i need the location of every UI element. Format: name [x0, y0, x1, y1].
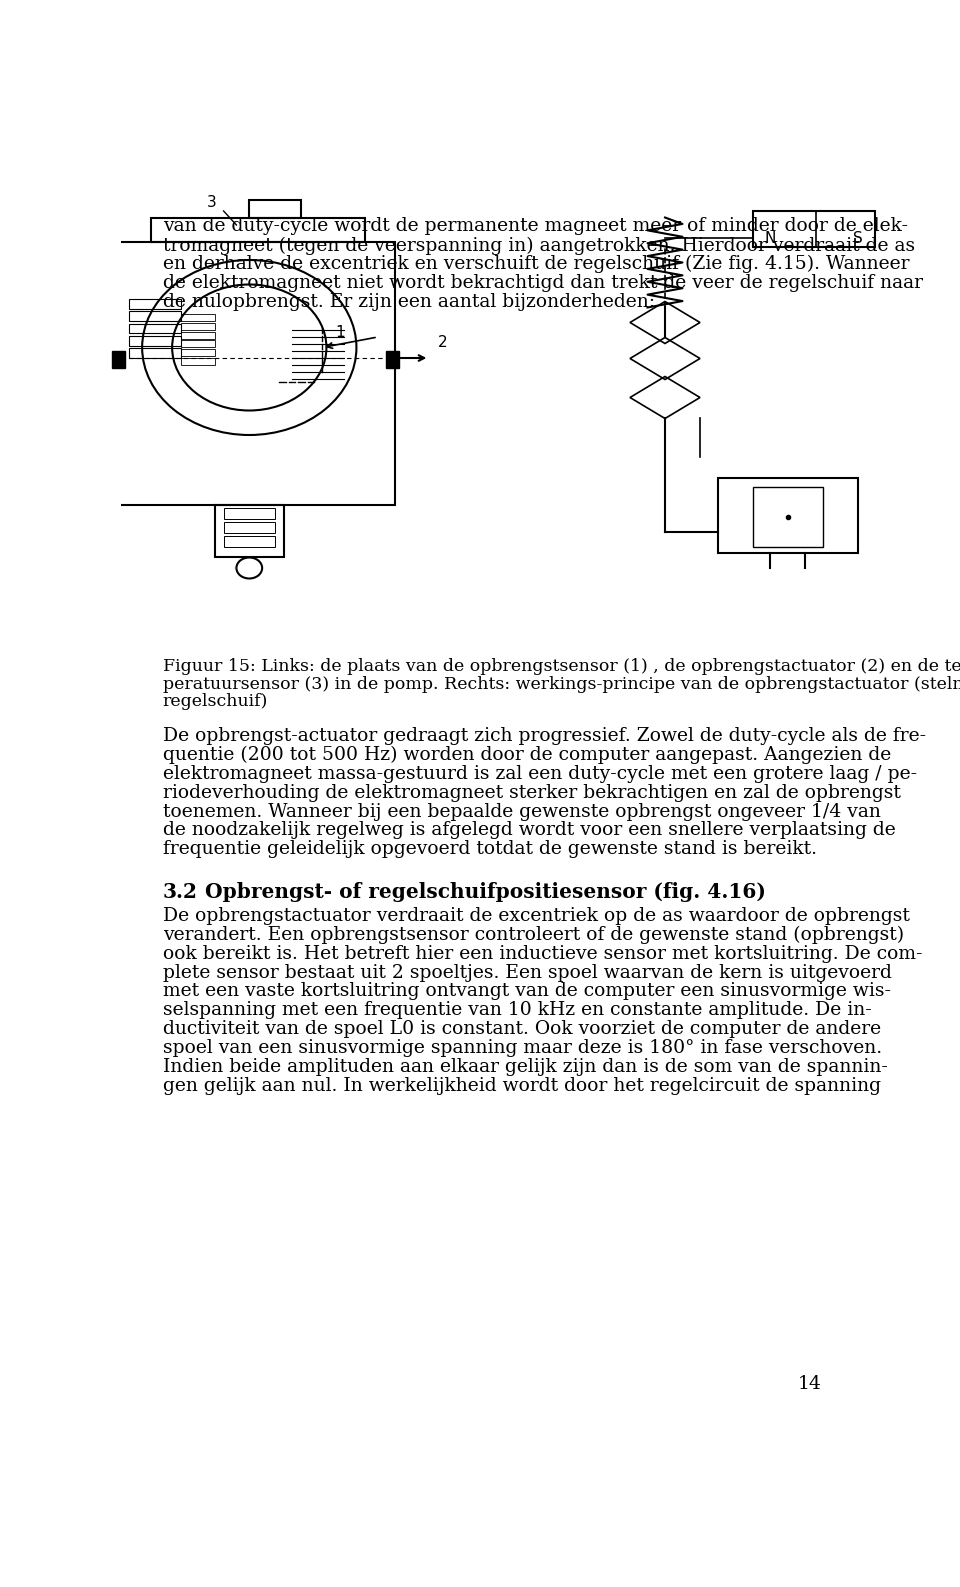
- Text: met een vaste kortsluitring ontvangt van de computer een sinusvormige wis-: met een vaste kortsluitring ontvangt van…: [162, 982, 891, 1000]
- Text: Opbrengst- of regelschuifpositiesensor (fig. 4.16): Opbrengst- of regelschuifpositiesensor (…: [205, 882, 766, 903]
- Text: Figuur 15: Links: de plaats van de opbrengstsensor (1) , de opbrengstactuator (2: Figuur 15: Links: de plaats van de opbre…: [162, 659, 960, 674]
- Text: De opbrengstactuator verdraait de excentriek op de as waardoor de opbrengst: De opbrengstactuator verdraait de excent…: [162, 906, 909, 925]
- Bar: [130, 336, 180, 346]
- Text: 1: 1: [335, 325, 345, 340]
- Bar: [112, 351, 125, 368]
- Text: riodeverhouding de elektromagneet sterker bekrachtigen en zal de opbrengst: riodeverhouding de elektromagneet sterke…: [162, 784, 900, 801]
- Text: ductiviteit van de spoel L0 is constant. Ook voorziet de computer de andere: ductiviteit van de spoel L0 is constant.…: [162, 1020, 880, 1038]
- Bar: [180, 314, 215, 321]
- Text: tromagneet (tegen de veerspanning in) aangetrokken. Hierdoor verdraait de as: tromagneet (tegen de veerspanning in) aa…: [162, 236, 915, 254]
- Bar: [387, 351, 399, 368]
- Text: ook bereikt is. Het betreft hier een inductieve sensor met kortsluitring. De com: ook bereikt is. Het betreft hier een ind…: [162, 944, 923, 963]
- Bar: [224, 508, 275, 519]
- Text: de noodzakelijk regelweg is afgelegd wordt voor een snellere verplaatsing de: de noodzakelijk regelweg is afgelegd wor…: [162, 822, 896, 840]
- Text: quentie (200 tot 500 Hz) worden door de computer aangepast. Aangezien de: quentie (200 tot 500 Hz) worden door de …: [162, 746, 891, 765]
- Bar: [753, 211, 875, 248]
- Bar: [180, 341, 215, 348]
- Text: frequentie geleidelijk opgevoerd totdat de gewenste stand is bereikt.: frequentie geleidelijk opgevoerd totdat …: [162, 841, 817, 859]
- Bar: [224, 522, 275, 533]
- Text: van de duty-cycle wordt de permanente magneet meer of minder door de elek-: van de duty-cycle wordt de permanente ma…: [162, 217, 907, 235]
- Bar: [130, 311, 180, 321]
- Text: selspanning met een frequentie van 10 kHz en constante amplitude. De in-: selspanning met een frequentie van 10 kH…: [162, 1001, 872, 1019]
- Bar: [753, 487, 823, 548]
- Bar: [180, 332, 215, 338]
- Bar: [180, 349, 215, 355]
- Bar: [130, 324, 180, 333]
- Text: verandert. Een opbrengstsensor controleert of de gewenste stand (opbrengst): verandert. Een opbrengstsensor controlee…: [162, 925, 903, 944]
- Text: plete sensor bestaat uit 2 spoeltjes. Een spoel waarvan de kern is uitgevoerd: plete sensor bestaat uit 2 spoeltjes. Ee…: [162, 963, 892, 981]
- Bar: [180, 324, 215, 330]
- Text: N: N: [764, 232, 776, 246]
- Text: De opbrengst-actuator gedraagt zich progressief. Zowel de duty-cycle als de fre-: De opbrengst-actuator gedraagt zich prog…: [162, 727, 925, 746]
- Text: regelschuif): regelschuif): [162, 694, 268, 709]
- Text: de nulopbrengst. Er zijn een aantal bijzonderheden:: de nulopbrengst. Er zijn een aantal bijz…: [162, 294, 655, 311]
- Bar: [130, 300, 180, 309]
- Text: 3: 3: [206, 195, 216, 211]
- Bar: [224, 536, 275, 548]
- Text: S: S: [852, 232, 862, 246]
- Text: en derhalve de excentriek en verschuift de regelschuif (Zie fig. 4.15). Wanneer: en derhalve de excentriek en verschuift …: [162, 256, 909, 273]
- Text: toenemen. Wanneer bij een bepaalde gewenste opbrengst ongeveer 1/4 van: toenemen. Wanneer bij een bepaalde gewen…: [162, 803, 880, 820]
- Bar: [180, 359, 215, 365]
- Text: 14: 14: [798, 1376, 822, 1393]
- Text: 2: 2: [438, 335, 447, 351]
- Text: 3.2: 3.2: [162, 882, 198, 903]
- Text: spoel van een sinusvormige spanning maar deze is 180° in fase verschoven.: spoel van een sinusvormige spanning maar…: [162, 1039, 881, 1057]
- Text: de elektromagneet niet wordt bekrachtigd dan trekt de veer de regelschuif naar: de elektromagneet niet wordt bekrachtigd…: [162, 275, 923, 292]
- Text: gen gelijk aan nul. In werkelijkheid wordt door het regelcircuit de spanning: gen gelijk aan nul. In werkelijkheid wor…: [162, 1076, 880, 1095]
- Text: Indien beide amplituden aan elkaar gelijk zijn dan is de som van de spannin-: Indien beide amplituden aan elkaar gelij…: [162, 1059, 887, 1076]
- Text: elektromagneet massa-gestuurd is zal een duty-cycle met een grotere laag / pe-: elektromagneet massa-gestuurd is zal een…: [162, 765, 917, 782]
- Bar: [717, 479, 857, 554]
- Text: peratuursensor (3) in de pomp. Rechts: werkings-principe van de opbrengstactuato: peratuursensor (3) in de pomp. Rechts: w…: [162, 676, 960, 692]
- Bar: [130, 348, 180, 359]
